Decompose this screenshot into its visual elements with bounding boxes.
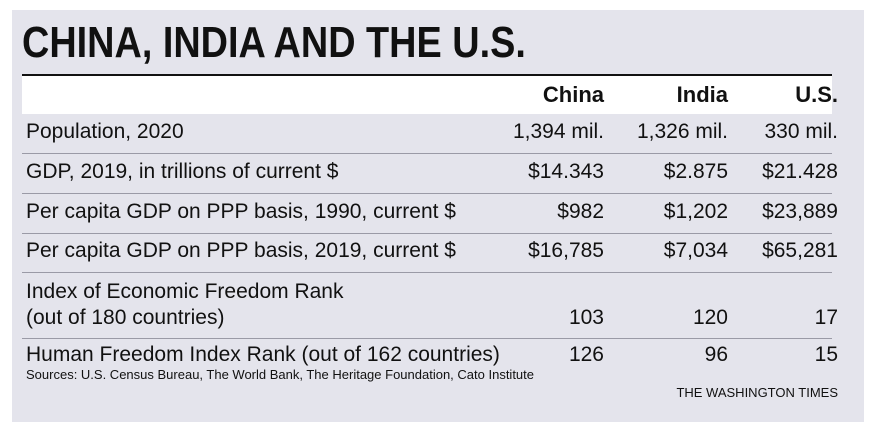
cell-us-population: 330 mil. <box>764 120 838 143</box>
row-divider <box>22 153 832 154</box>
cell-china-per-capita-1990: $982 <box>557 200 604 223</box>
row-divider <box>22 272 832 273</box>
cell-india-per-capita-1990: $1,202 <box>663 200 728 223</box>
cell-china-population: 1,394 mil. <box>512 120 604 143</box>
cell-india-per-capita-2019: $7,034 <box>663 239 728 262</box>
publisher-credit: THE WASHINGTON TIMES <box>676 385 838 400</box>
column-header-china: China <box>542 82 604 107</box>
sources-note: Sources: U.S. Census Bureau, The World B… <box>26 367 534 382</box>
row-label-economic-freedom: Index of Economic Freedom Rank <box>26 280 344 303</box>
row-divider <box>22 193 832 194</box>
cell-india-economic-freedom: 120 <box>692 306 728 329</box>
page-title: CHINA, INDIA AND THE U.S. <box>22 18 526 67</box>
row-label-per-capita-2019: Per capita GDP on PPP basis, 2019, curre… <box>26 239 456 262</box>
cell-us-per-capita-1990: $23,889 <box>762 200 838 223</box>
column-header-us: U.S. <box>795 82 838 107</box>
row-label-per-capita-1990: Per capita GDP on PPP basis, 1990, curre… <box>26 200 456 223</box>
cell-china-per-capita-2019: $16,785 <box>528 239 604 262</box>
row-label-gdp: GDP, 2019, in trillions of current $ <box>26 160 339 183</box>
cell-us-human-freedom: 15 <box>814 343 838 366</box>
row-label-human-freedom: Human Freedom Index Rank (out of 162 cou… <box>26 343 500 366</box>
cell-china-human-freedom: 126 <box>568 343 604 366</box>
cell-us-gdp: $21.428 <box>762 160 838 183</box>
row-label-economic-freedom-note: (out of 180 countries) <box>26 306 225 329</box>
cell-india-gdp: $2.875 <box>663 160 728 183</box>
row-label-population: Population, 2020 <box>26 120 184 143</box>
cell-india-population: 1,326 mil. <box>636 120 728 143</box>
cell-us-per-capita-2019: $65,281 <box>762 239 838 262</box>
cell-china-gdp: $14.343 <box>528 160 604 183</box>
column-header-india: India <box>676 82 728 107</box>
cell-india-human-freedom: 96 <box>704 343 728 366</box>
cell-us-economic-freedom: 17 <box>814 306 838 329</box>
cell-china-economic-freedom: 103 <box>568 306 604 329</box>
row-divider <box>22 233 832 234</box>
table-header-band <box>22 74 832 114</box>
row-divider <box>22 338 832 339</box>
